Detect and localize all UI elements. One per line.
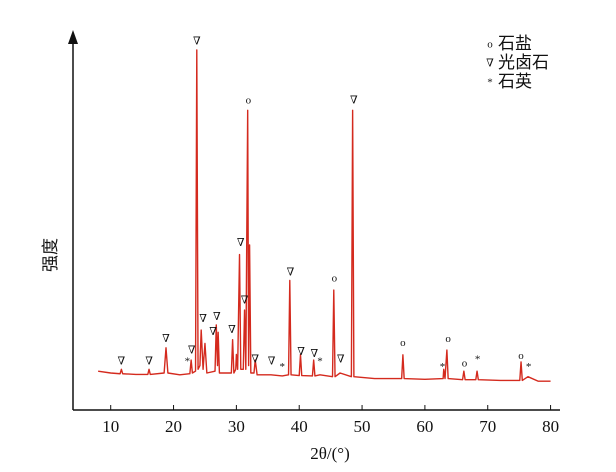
peak-marker: ∇ [287,267,295,279]
peak-marker: ∇ [145,355,153,367]
peak-marker: ∇ [193,35,201,47]
peak-marker: o [332,273,338,285]
peak-marker: ∇ [209,326,217,338]
legend-label: 光卤石 [498,53,549,72]
peak-marker: * [185,355,191,367]
peak-marker: ∇ [162,333,170,345]
x-tick-label: 20 [165,417,182,436]
peak-marker: * [440,361,446,373]
legend-symbol: ∇ [486,58,494,70]
peak-marker: ∇ [268,355,276,367]
y-axis-arrow [68,30,78,44]
x-tick-label: 50 [354,417,371,436]
peak-marker: o [518,350,524,362]
peak-marker: o [246,95,252,107]
peak-marker: * [280,361,286,373]
legend-label: 石盐 [498,34,532,53]
x-tick-label: 40 [291,417,308,436]
peak-marker: ∇ [237,237,245,249]
peak-marker: ∇ [251,354,259,366]
x-tick-label: 60 [416,417,433,436]
legend-symbol: o [487,39,493,51]
peak-marker: ∇ [213,311,221,323]
legend-label: 石英 [498,72,532,91]
peak-marker: * [526,361,532,373]
peak-marker: ∇ [241,294,249,306]
spectrum-line [98,49,551,382]
peak-marker: o [400,337,406,349]
y-axis-label: 强度 [41,238,60,272]
peak-marker: ∇ [118,355,126,367]
x-tick-label: 10 [102,417,119,436]
peak-marker: ∇ [188,344,196,356]
x-tick-label: 30 [228,417,245,436]
x-tick-label: 80 [542,417,559,436]
peak-marker: o [462,357,468,369]
peak-marker: * [475,354,481,366]
peak-marker: ∇ [228,324,236,336]
peak-marker: ∇ [199,313,207,325]
peak-marker: ∇ [310,348,318,360]
peak-marker: ∇ [337,354,345,366]
x-tick-label: 70 [479,417,496,436]
peak-marker: o [445,333,451,345]
legend-symbol: * [487,77,493,89]
peak-marker: * [317,355,323,367]
peak-marker: ∇ [297,346,305,358]
peak-marker: ∇ [350,95,358,107]
x-axis-label: 2θ/(°) [310,444,350,463]
